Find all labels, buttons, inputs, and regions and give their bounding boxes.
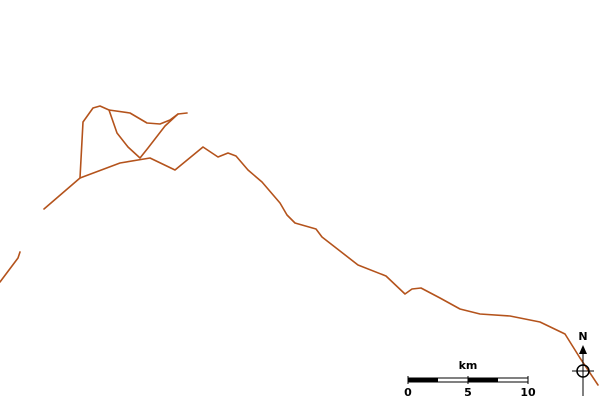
scale-segment xyxy=(408,378,438,382)
scale-unit: km xyxy=(459,359,478,372)
road xyxy=(108,109,179,159)
north-arrow: N xyxy=(572,330,594,396)
north-label: N xyxy=(578,330,587,343)
arrow-head xyxy=(579,345,587,354)
scale-tick-label: 5 xyxy=(464,386,472,399)
scale-segment xyxy=(468,378,498,382)
road xyxy=(43,146,599,386)
road xyxy=(0,251,21,283)
roads xyxy=(0,105,599,386)
scale-bar: km 0 5 10 xyxy=(404,359,536,399)
scale-tick-label: 10 xyxy=(520,386,536,399)
compass-circle xyxy=(576,364,590,378)
scale-tick-label: 0 xyxy=(404,386,412,399)
